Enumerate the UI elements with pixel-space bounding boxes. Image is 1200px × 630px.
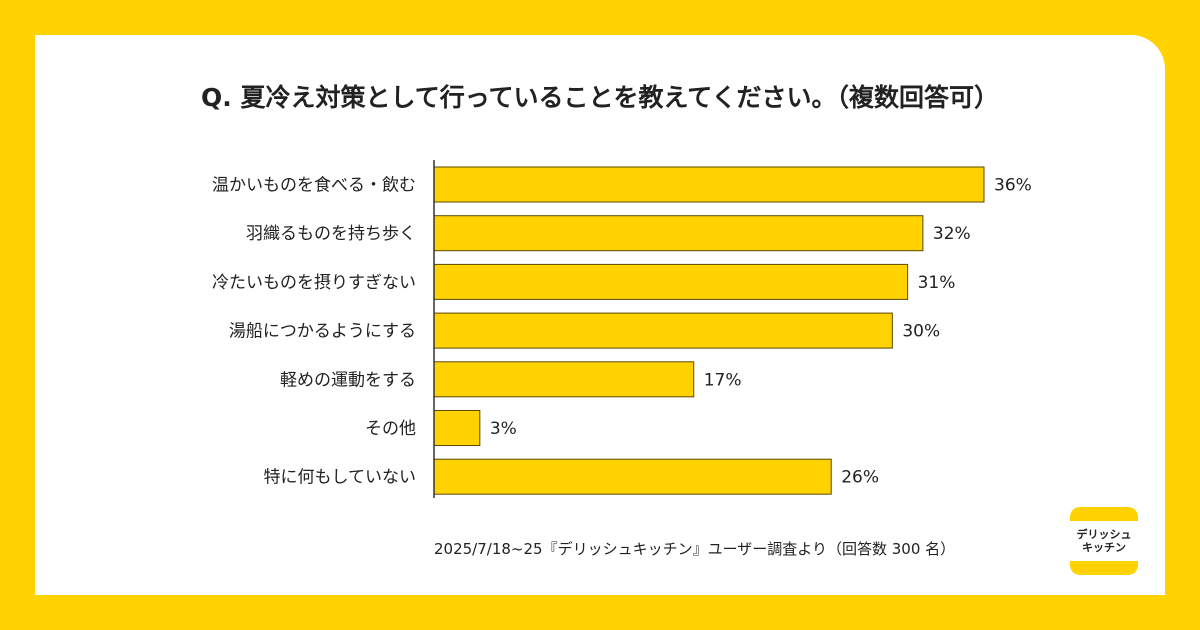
category-label: 羽織るものを持ち歩く [246, 224, 416, 244]
source-note: 2025/7/18~25『デリッシュキッチン』ユーザー調査より（回答数 300 … [434, 540, 956, 558]
category-label: 湯船につかるようにする [229, 322, 416, 342]
value-label: 26% [841, 468, 879, 488]
bar [433, 215, 924, 252]
logo-line2: キッチン [1082, 541, 1126, 554]
bar [433, 410, 481, 446]
value-label: 36% [994, 176, 1032, 196]
bar [433, 361, 695, 398]
value-label: 30% [902, 322, 940, 342]
bar [433, 458, 832, 495]
logo-line1: デリッシュ [1076, 528, 1132, 541]
value-label: 32% [933, 224, 971, 244]
bar [433, 312, 893, 349]
value-label: 3% [490, 419, 517, 439]
value-label: 31% [918, 273, 956, 293]
bar [433, 166, 985, 203]
bar [433, 263, 909, 300]
value-label: 17% [704, 370, 742, 390]
category-label: 軽めの運動をする [280, 370, 416, 390]
category-label: 冷たいものを摂りすぎない [212, 273, 416, 293]
category-label: 特に何もしていない [264, 468, 417, 488]
category-label: 温かいものを食べる・飲む [212, 176, 416, 196]
chart-title: Q. 夏冷え対策として行っていることを教えてください。（複数回答可） [201, 83, 999, 112]
delish-kitchen-logo: デリッシュ キッチン [1070, 507, 1138, 575]
category-label: その他 [365, 419, 416, 439]
